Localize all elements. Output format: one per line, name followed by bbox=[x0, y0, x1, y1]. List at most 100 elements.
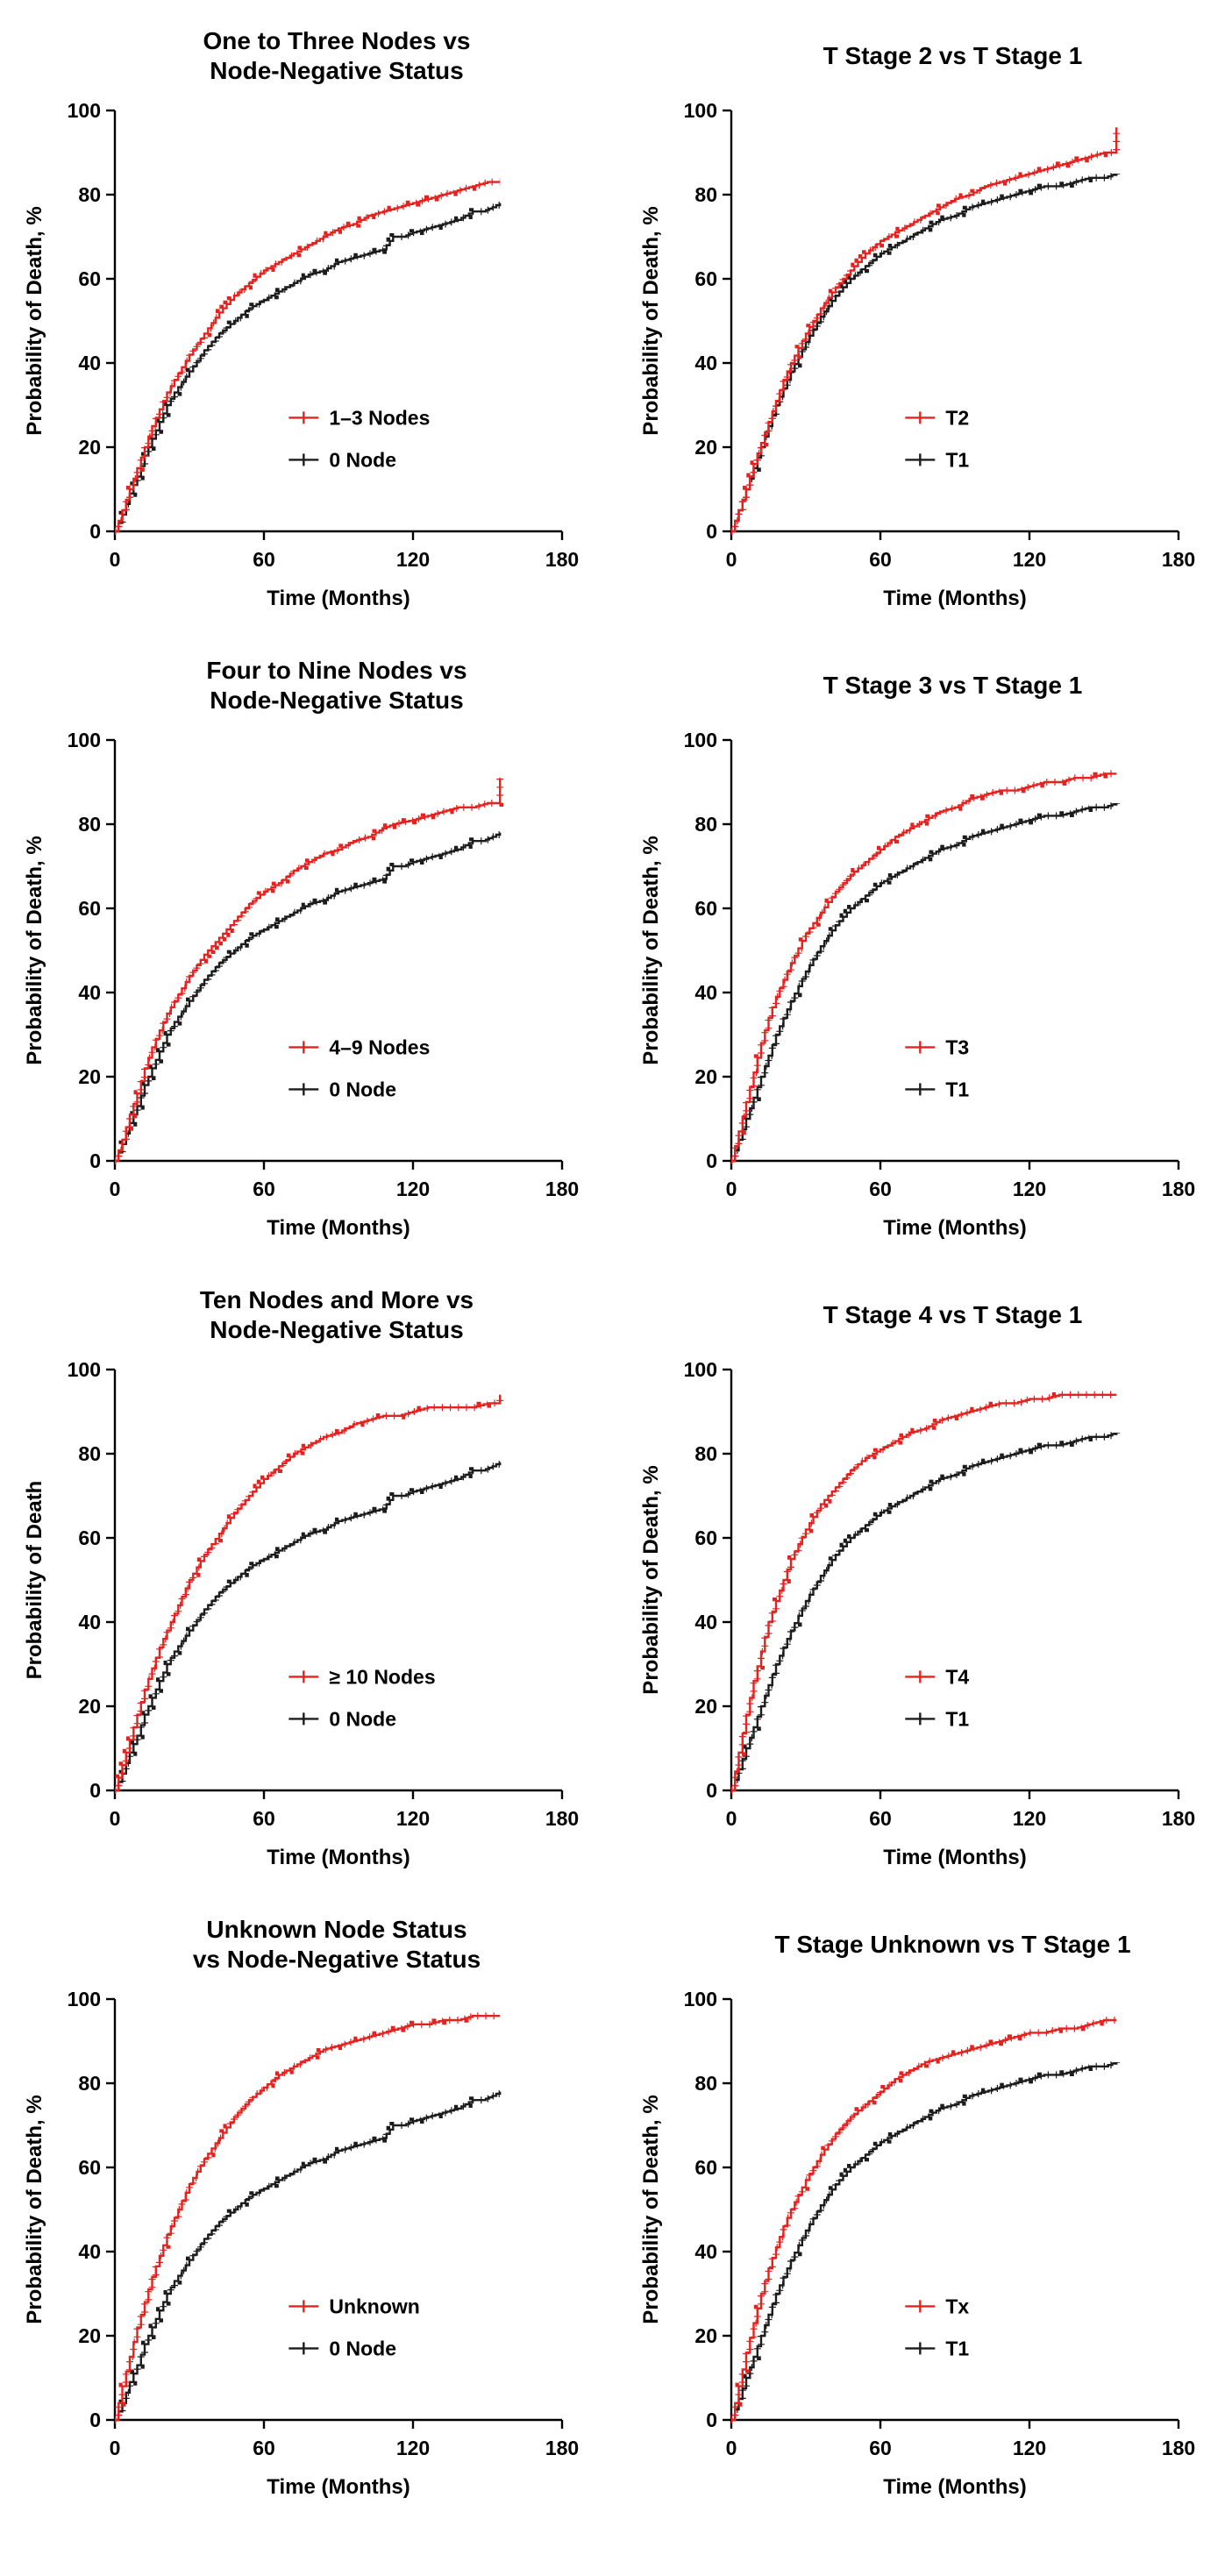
chart-title: T Stage 4 vs T Stage 1 bbox=[823, 1278, 1083, 1352]
legend: Unknown 0 Node bbox=[288, 2295, 420, 2359]
chart-plot: 0 20 40 60 80 100 0 60 120 180 Probability of Deat… bbox=[23, 729, 579, 1240]
series-curve-black bbox=[115, 832, 502, 1163]
legend: 4–9 Nodes 0 Node bbox=[288, 1035, 430, 1100]
x-tick-label: 0 bbox=[110, 2437, 121, 2459]
x-tick-label: 180 bbox=[1161, 548, 1194, 571]
x-tick-label: 60 bbox=[253, 1178, 275, 1200]
chart-title: T Stage 2 vs T Stage 1 bbox=[823, 19, 1083, 93]
series-curve-red bbox=[730, 2018, 1116, 2422]
y-tick-label: 20 bbox=[78, 1695, 101, 1718]
series-censor-ticks-black bbox=[730, 2060, 1120, 2423]
chart-title-line: T Stage Unknown vs T Stage 1 bbox=[774, 1930, 1131, 1958]
legend-item: 0 Node bbox=[288, 1078, 396, 1100]
series-censor-ticks-black bbox=[115, 1461, 504, 1794]
series-curve-black bbox=[115, 203, 502, 533]
chart-panel-t2: T Stage 2 vs T Stage 1 0 20 40 60 80 100 0 60 120… bbox=[616, 19, 1232, 619]
legend: T4 T1 bbox=[904, 1665, 969, 1730]
series-curve-red bbox=[115, 1394, 502, 1792]
legend-label: T1 bbox=[945, 1078, 969, 1100]
y-tick-label: 80 bbox=[78, 1442, 101, 1465]
y-tick-label: 0 bbox=[89, 2409, 101, 2431]
y-tick-label: 60 bbox=[694, 897, 717, 920]
y-axis-label: Probability of Death, % bbox=[639, 836, 663, 1064]
y-tick-label: 80 bbox=[694, 813, 717, 836]
series-curve-red bbox=[730, 1393, 1116, 1792]
x-tick-label: 180 bbox=[1161, 1178, 1194, 1200]
series-censor-ticks-red bbox=[115, 778, 504, 1164]
chart-plot: 0 20 40 60 80 100 0 60 120 180 Probability of Deat… bbox=[23, 99, 579, 610]
y-tick-label: 100 bbox=[683, 729, 716, 751]
chart-title-line: Node-Negative Status bbox=[210, 57, 464, 84]
series-curve-red bbox=[115, 2015, 501, 2422]
y-tick-label: 80 bbox=[78, 2072, 101, 2095]
chart-panel-t3: T Stage 3 vs T Stage 1 0 20 40 60 80 100 0 60 120… bbox=[616, 649, 1232, 1249]
y-tick-label: 60 bbox=[694, 1526, 717, 1549]
y-tick-label: 80 bbox=[78, 183, 101, 206]
chart-plot: 0 20 40 60 80 100 0 60 120 180 Probability of Deat… bbox=[23, 1358, 579, 1869]
legend-label: Unknown bbox=[329, 2295, 420, 2317]
y-tick-label: 100 bbox=[68, 1358, 101, 1381]
x-tick-label: 0 bbox=[725, 2437, 737, 2459]
legend-label: T3 bbox=[945, 1035, 969, 1058]
series-censor-ticks-black bbox=[115, 202, 504, 535]
series-censor-ticks-red bbox=[730, 127, 1120, 535]
chart-title-line: vs Node-Negative Status bbox=[192, 1946, 481, 1973]
series-censor-ticks-black bbox=[115, 831, 504, 1164]
x-axis-label: Time (Months) bbox=[883, 1216, 1027, 1240]
x-tick-label: 0 bbox=[110, 1807, 121, 1830]
series-curve-black bbox=[115, 1462, 502, 1792]
legend-item: T1 bbox=[904, 1707, 969, 1730]
y-tick-label: 0 bbox=[89, 520, 101, 543]
chart-title-line: Four to Nine Nodes vs bbox=[206, 656, 467, 684]
chart-title-line: T Stage 2 vs T Stage 1 bbox=[823, 41, 1083, 69]
x-tick-label: 180 bbox=[545, 2437, 579, 2459]
chart-title: Four to Nine Nodes vs Node-Negative Statu… bbox=[206, 649, 466, 722]
x-tick-label: 120 bbox=[1012, 548, 1045, 571]
legend: ≥ 10 Nodes 0 Node bbox=[288, 1665, 436, 1730]
y-tick-label: 40 bbox=[694, 981, 717, 1004]
legend: 1–3 Nodes 0 Node bbox=[288, 406, 430, 471]
x-tick-label: 180 bbox=[545, 1807, 579, 1830]
chart-panel-nodes-10plus: Ten Nodes and More vs Node-Negative Statu… bbox=[0, 1278, 616, 1878]
legend-label: 0 Node bbox=[329, 448, 396, 471]
legend-label: T4 bbox=[945, 1665, 969, 1688]
series-curve-black bbox=[730, 803, 1117, 1163]
legend: T3 T1 bbox=[904, 1035, 969, 1100]
x-tick-label: 180 bbox=[545, 548, 579, 571]
y-tick-label: 40 bbox=[78, 2240, 101, 2263]
y-axis-label: Probability of Death, % bbox=[639, 206, 663, 435]
legend-label: T1 bbox=[945, 1707, 969, 1730]
chart-title: T Stage Unknown vs T Stage 1 bbox=[774, 1908, 1130, 1982]
chart-plot: 0 20 40 60 80 100 0 60 120 180 Probability of Deat… bbox=[639, 729, 1195, 1240]
legend-label: Tx bbox=[945, 2295, 969, 2317]
legend-label: T1 bbox=[945, 2337, 969, 2359]
y-tick-label: 0 bbox=[706, 2409, 717, 2431]
y-tick-label: 100 bbox=[68, 729, 101, 751]
chart-panel-nodes-unknown: Unknown Node Status vs Node-Negative Stat… bbox=[0, 1908, 616, 2508]
chart-plot: 0 20 40 60 80 100 0 60 120 180 Probability of Deat… bbox=[23, 1988, 579, 2499]
series-curve-black bbox=[115, 2091, 502, 2422]
y-tick-label: 60 bbox=[694, 267, 717, 290]
chart-plot: 0 20 40 60 80 100 0 60 120 180 Probability of Deat… bbox=[639, 99, 1195, 610]
chart-title: Unknown Node Status vs Node-Negative Stat… bbox=[193, 1908, 481, 1982]
legend-item: 0 Node bbox=[288, 2337, 396, 2359]
x-tick-label: 0 bbox=[110, 548, 121, 571]
legend-item: 0 Node bbox=[288, 448, 396, 471]
legend-item: Unknown bbox=[288, 2295, 420, 2317]
x-tick-label: 60 bbox=[253, 548, 275, 571]
legend-label: ≥ 10 Nodes bbox=[329, 1665, 435, 1688]
legend-item: 1–3 Nodes bbox=[288, 406, 430, 429]
x-tick-label: 60 bbox=[869, 2437, 892, 2459]
y-tick-label: 60 bbox=[78, 267, 101, 290]
legend-label: 4–9 Nodes bbox=[329, 1035, 430, 1058]
x-tick-label: 180 bbox=[1161, 1807, 1194, 1830]
series-censor-ticks-red bbox=[730, 2017, 1116, 2423]
y-tick-label: 100 bbox=[683, 1358, 716, 1381]
legend-item: T3 bbox=[904, 1035, 969, 1058]
legend-label: 0 Node bbox=[329, 1707, 396, 1730]
series-censor-ticks-red bbox=[115, 178, 501, 535]
chart-plot: 0 20 40 60 80 100 0 60 120 180 Probability of Deat… bbox=[639, 1358, 1195, 1869]
y-axis-label: Probability of Death bbox=[23, 1481, 46, 1680]
series-curve-red bbox=[115, 778, 502, 1163]
chart-title-line: Ten Nodes and More vs bbox=[199, 1285, 474, 1313]
